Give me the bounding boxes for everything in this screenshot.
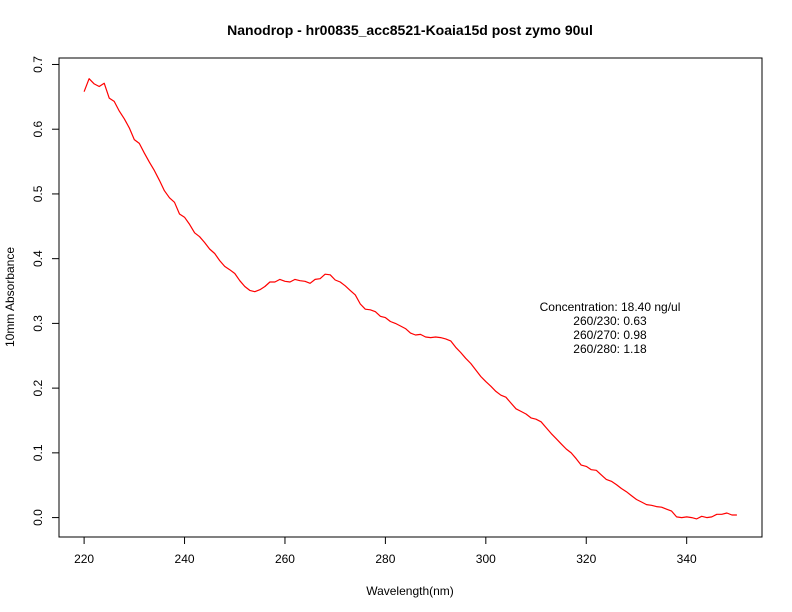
y-tick-label: 0.5 [31,185,45,202]
x-tick-label: 280 [375,552,395,566]
annotation-concentration: Concentration: 18.40 ng/ul [540,300,681,314]
y-axis-label: 10mm Absorbance [3,247,17,347]
annotation-ratio-230: 260/230: 0.63 [573,314,647,328]
y-tick-label: 0.6 [31,121,45,138]
x-axis-label: Wavelength(nm) [366,584,454,598]
annotation-ratio-270: 260/270: 0.98 [573,328,647,342]
y-tick-label: 0.3 [31,315,45,332]
y-tick-label: 0.1 [31,444,45,461]
absorbance-series-line [83,78,737,520]
y-tick-label: 0.4 [31,250,45,267]
annotation-ratio-280: 260/280: 1.18 [573,342,647,356]
x-tick-label: 240 [175,552,195,566]
x-axis: 220 240 260 280 300 320 340 [74,537,697,566]
plot-frame [58,57,763,538]
y-tick-label: 0.7 [31,56,45,73]
x-tick-label: 300 [476,552,496,566]
x-tick-label: 340 [677,552,697,566]
chart-title: Nanodrop - hr00835_acc8521-Koaia15d post… [227,22,593,38]
y-tick-label: 0.0 [31,509,45,526]
x-tick-label: 320 [576,552,596,566]
series-group [83,78,737,520]
x-tick-label: 260 [275,552,295,566]
y-axis: 0.0 0.1 0.2 0.3 0.4 0.5 0.6 0.7 [31,56,59,526]
x-tick-label: 220 [74,552,94,566]
y-tick-label: 0.2 [31,379,45,396]
annotation-block: Concentration: 18.40 ng/ul 260/230: 0.63… [540,300,681,356]
